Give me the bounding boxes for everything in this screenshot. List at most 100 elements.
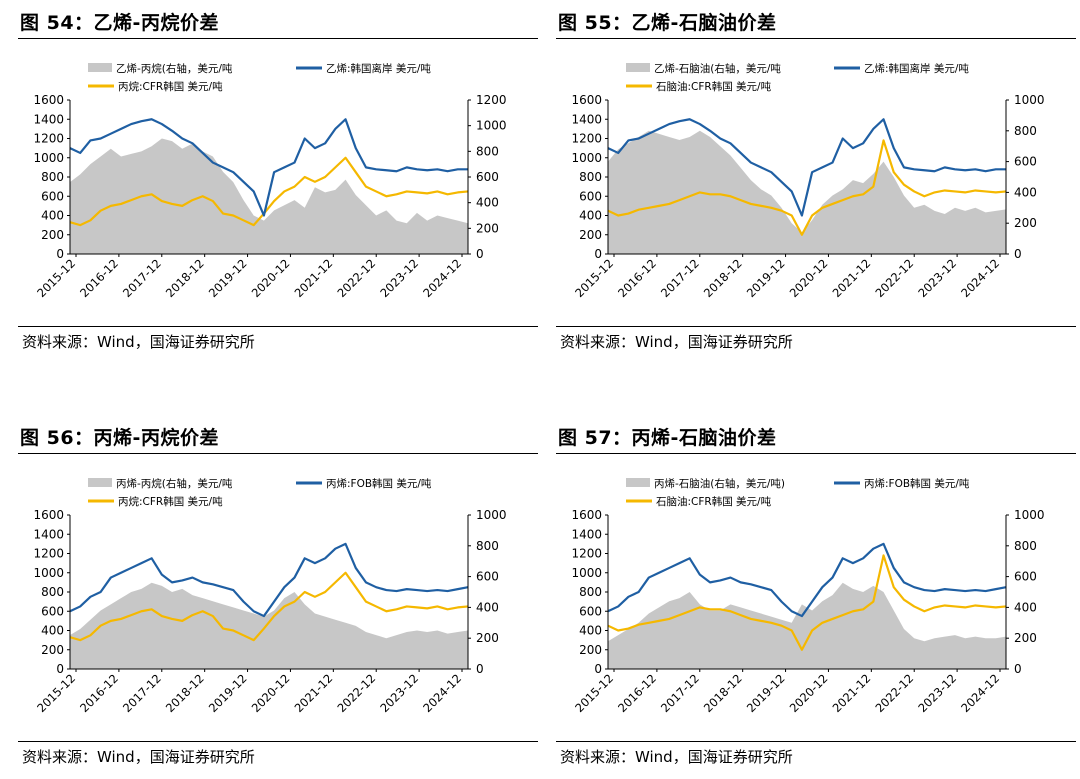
x-tick-label: 2019-12 <box>744 256 788 300</box>
right-tick-label: 600 <box>1014 570 1037 584</box>
left-tick-label: 600 <box>579 604 602 618</box>
x-tick-label: 2024-12 <box>420 671 464 715</box>
x-tick-label: 2024-12 <box>958 256 1002 300</box>
area-series <box>70 582 468 669</box>
legend-label: 丙烯-石脑油(右轴，美元/吨) <box>654 477 785 490</box>
right-tick-label: 1000 <box>476 119 507 133</box>
right-tick-label: 600 <box>476 170 499 184</box>
x-tick-label: 2020-12 <box>787 256 831 300</box>
legend-label: 丙烷:CFR韩国 美元/吨 <box>118 495 223 508</box>
left-tick-label: 200 <box>41 228 64 242</box>
right-tick-label: 200 <box>476 631 499 645</box>
right-tick-label: 800 <box>476 539 499 553</box>
line-series-yellow <box>69 156 469 227</box>
right-tick-label: 800 <box>1014 124 1037 138</box>
x-tick-label: 2020-12 <box>249 256 293 300</box>
left-tick-label: 600 <box>41 189 64 203</box>
title-rule <box>18 453 538 454</box>
x-tick-label: 2016-12 <box>615 256 659 300</box>
left-tick-label: 800 <box>579 170 602 184</box>
right-tick-label: 600 <box>476 570 499 584</box>
source-note: 资料来源：Wind，国海证券研究所 <box>22 748 255 766</box>
x-tick-label: 2016-12 <box>77 671 121 715</box>
right-tick-label: 200 <box>1014 631 1037 645</box>
left-tick-label: 1400 <box>33 527 64 541</box>
legend-label: 乙烯:韩国离岸 美元/吨 <box>864 62 969 75</box>
x-tick-label: 2023-12 <box>377 256 421 300</box>
legend-label: 石脑油:CFR韩国 美元/吨 <box>656 80 772 93</box>
left-tick-label: 1600 <box>571 508 602 522</box>
x-tick-label: 2022-12 <box>334 256 378 300</box>
left-tick-label: 1000 <box>571 151 602 165</box>
source-note: 资料来源：Wind，国海证券研究所 <box>560 748 793 766</box>
line-series-blue <box>69 118 468 217</box>
left-tick-label: 0 <box>56 662 64 676</box>
left-tick-label: 0 <box>56 247 64 261</box>
x-tick-label: 2022-12 <box>334 671 378 715</box>
x-tick-label: 2017-12 <box>658 671 702 715</box>
legend-label: 丙烯:FOB韩国 美元/吨 <box>864 477 970 490</box>
chart-title: 图 54：乙烯-丙烷价差 <box>20 12 219 34</box>
chart-56: 丙烯-丙烷(右轴，美元/吨 丙烯:FOB韩国 美元/吨丙烷:CFR韩国 美元/吨 1… <box>33 477 507 715</box>
area-series <box>608 130 1006 254</box>
legend-label: 乙烯-石脑油(右轴，美元/吨 <box>654 62 781 75</box>
x-tick-label: 2020-12 <box>249 671 293 715</box>
x-tick-label: 2022-12 <box>872 671 916 715</box>
x-tick-label: 2021-12 <box>292 671 336 715</box>
x-tick-label: 2015-12 <box>34 671 78 715</box>
left-tick-label: 1200 <box>33 132 64 146</box>
left-tick-label: 200 <box>579 643 602 657</box>
chart-title: 图 56：丙烯-丙烷价差 <box>20 427 219 449</box>
left-tick-label: 1200 <box>33 547 64 561</box>
left-tick-label: 1000 <box>33 151 64 165</box>
left-tick-label: 1000 <box>33 566 64 580</box>
legend-swatch-area <box>88 478 112 487</box>
legend-swatch-area <box>626 478 650 487</box>
right-tick-label: 1000 <box>476 508 507 522</box>
chart-title: 图 57：丙烯-石脑油价差 <box>558 427 777 449</box>
right-tick-label: 0 <box>1014 247 1022 261</box>
right-tick-label: 800 <box>476 144 499 158</box>
left-tick-label: 1600 <box>33 508 64 522</box>
legend-label: 丙烯:FOB韩国 美元/吨 <box>326 477 432 490</box>
left-tick-label: 800 <box>579 585 602 599</box>
x-tick-label: 2024-12 <box>420 256 464 300</box>
left-tick-label: 1600 <box>571 93 602 107</box>
x-tick-label: 2018-12 <box>163 671 207 715</box>
right-tick-label: 400 <box>476 196 499 210</box>
legend-label: 石脑油:CFR韩国 美元/吨 <box>656 495 772 508</box>
x-tick-label: 2023-12 <box>377 671 421 715</box>
right-tick-label: 200 <box>1014 216 1037 230</box>
line-series-yellow <box>607 139 1007 236</box>
x-tick-label: 2021-12 <box>830 256 874 300</box>
x-tick-label: 2017-12 <box>120 671 164 715</box>
title-rule <box>18 38 538 39</box>
line-series-blue <box>607 118 1006 217</box>
source-note: 资料来源：Wind，国海证券研究所 <box>560 333 793 351</box>
left-tick-label: 200 <box>41 643 64 657</box>
x-tick-label: 2017-12 <box>120 256 164 300</box>
right-tick-label: 1000 <box>1014 508 1045 522</box>
x-tick-label: 2017-12 <box>658 256 702 300</box>
left-tick-label: 1400 <box>571 112 602 126</box>
x-tick-label: 2021-12 <box>830 671 874 715</box>
x-tick-label: 2022-12 <box>872 256 916 300</box>
left-tick-label: 0 <box>594 662 602 676</box>
source-rule <box>556 326 1076 327</box>
source-note: 资料来源：Wind，国海证券研究所 <box>22 333 255 351</box>
left-tick-label: 800 <box>41 170 64 184</box>
area-series <box>70 138 468 254</box>
line-series-blue <box>607 542 1007 618</box>
left-tick-label: 400 <box>579 209 602 223</box>
right-tick-label: 0 <box>476 247 484 261</box>
right-tick-label: 600 <box>1014 155 1037 169</box>
left-tick-label: 400 <box>41 209 64 223</box>
x-tick-label: 2019-12 <box>206 256 250 300</box>
right-tick-label: 0 <box>476 662 484 676</box>
legend-label: 丙烷:CFR韩国 美元/吨 <box>118 80 223 93</box>
left-tick-label: 1400 <box>571 527 602 541</box>
legend-label: 乙烯-丙烷(右轴，美元/吨 <box>116 62 233 75</box>
left-tick-label: 1000 <box>571 566 602 580</box>
